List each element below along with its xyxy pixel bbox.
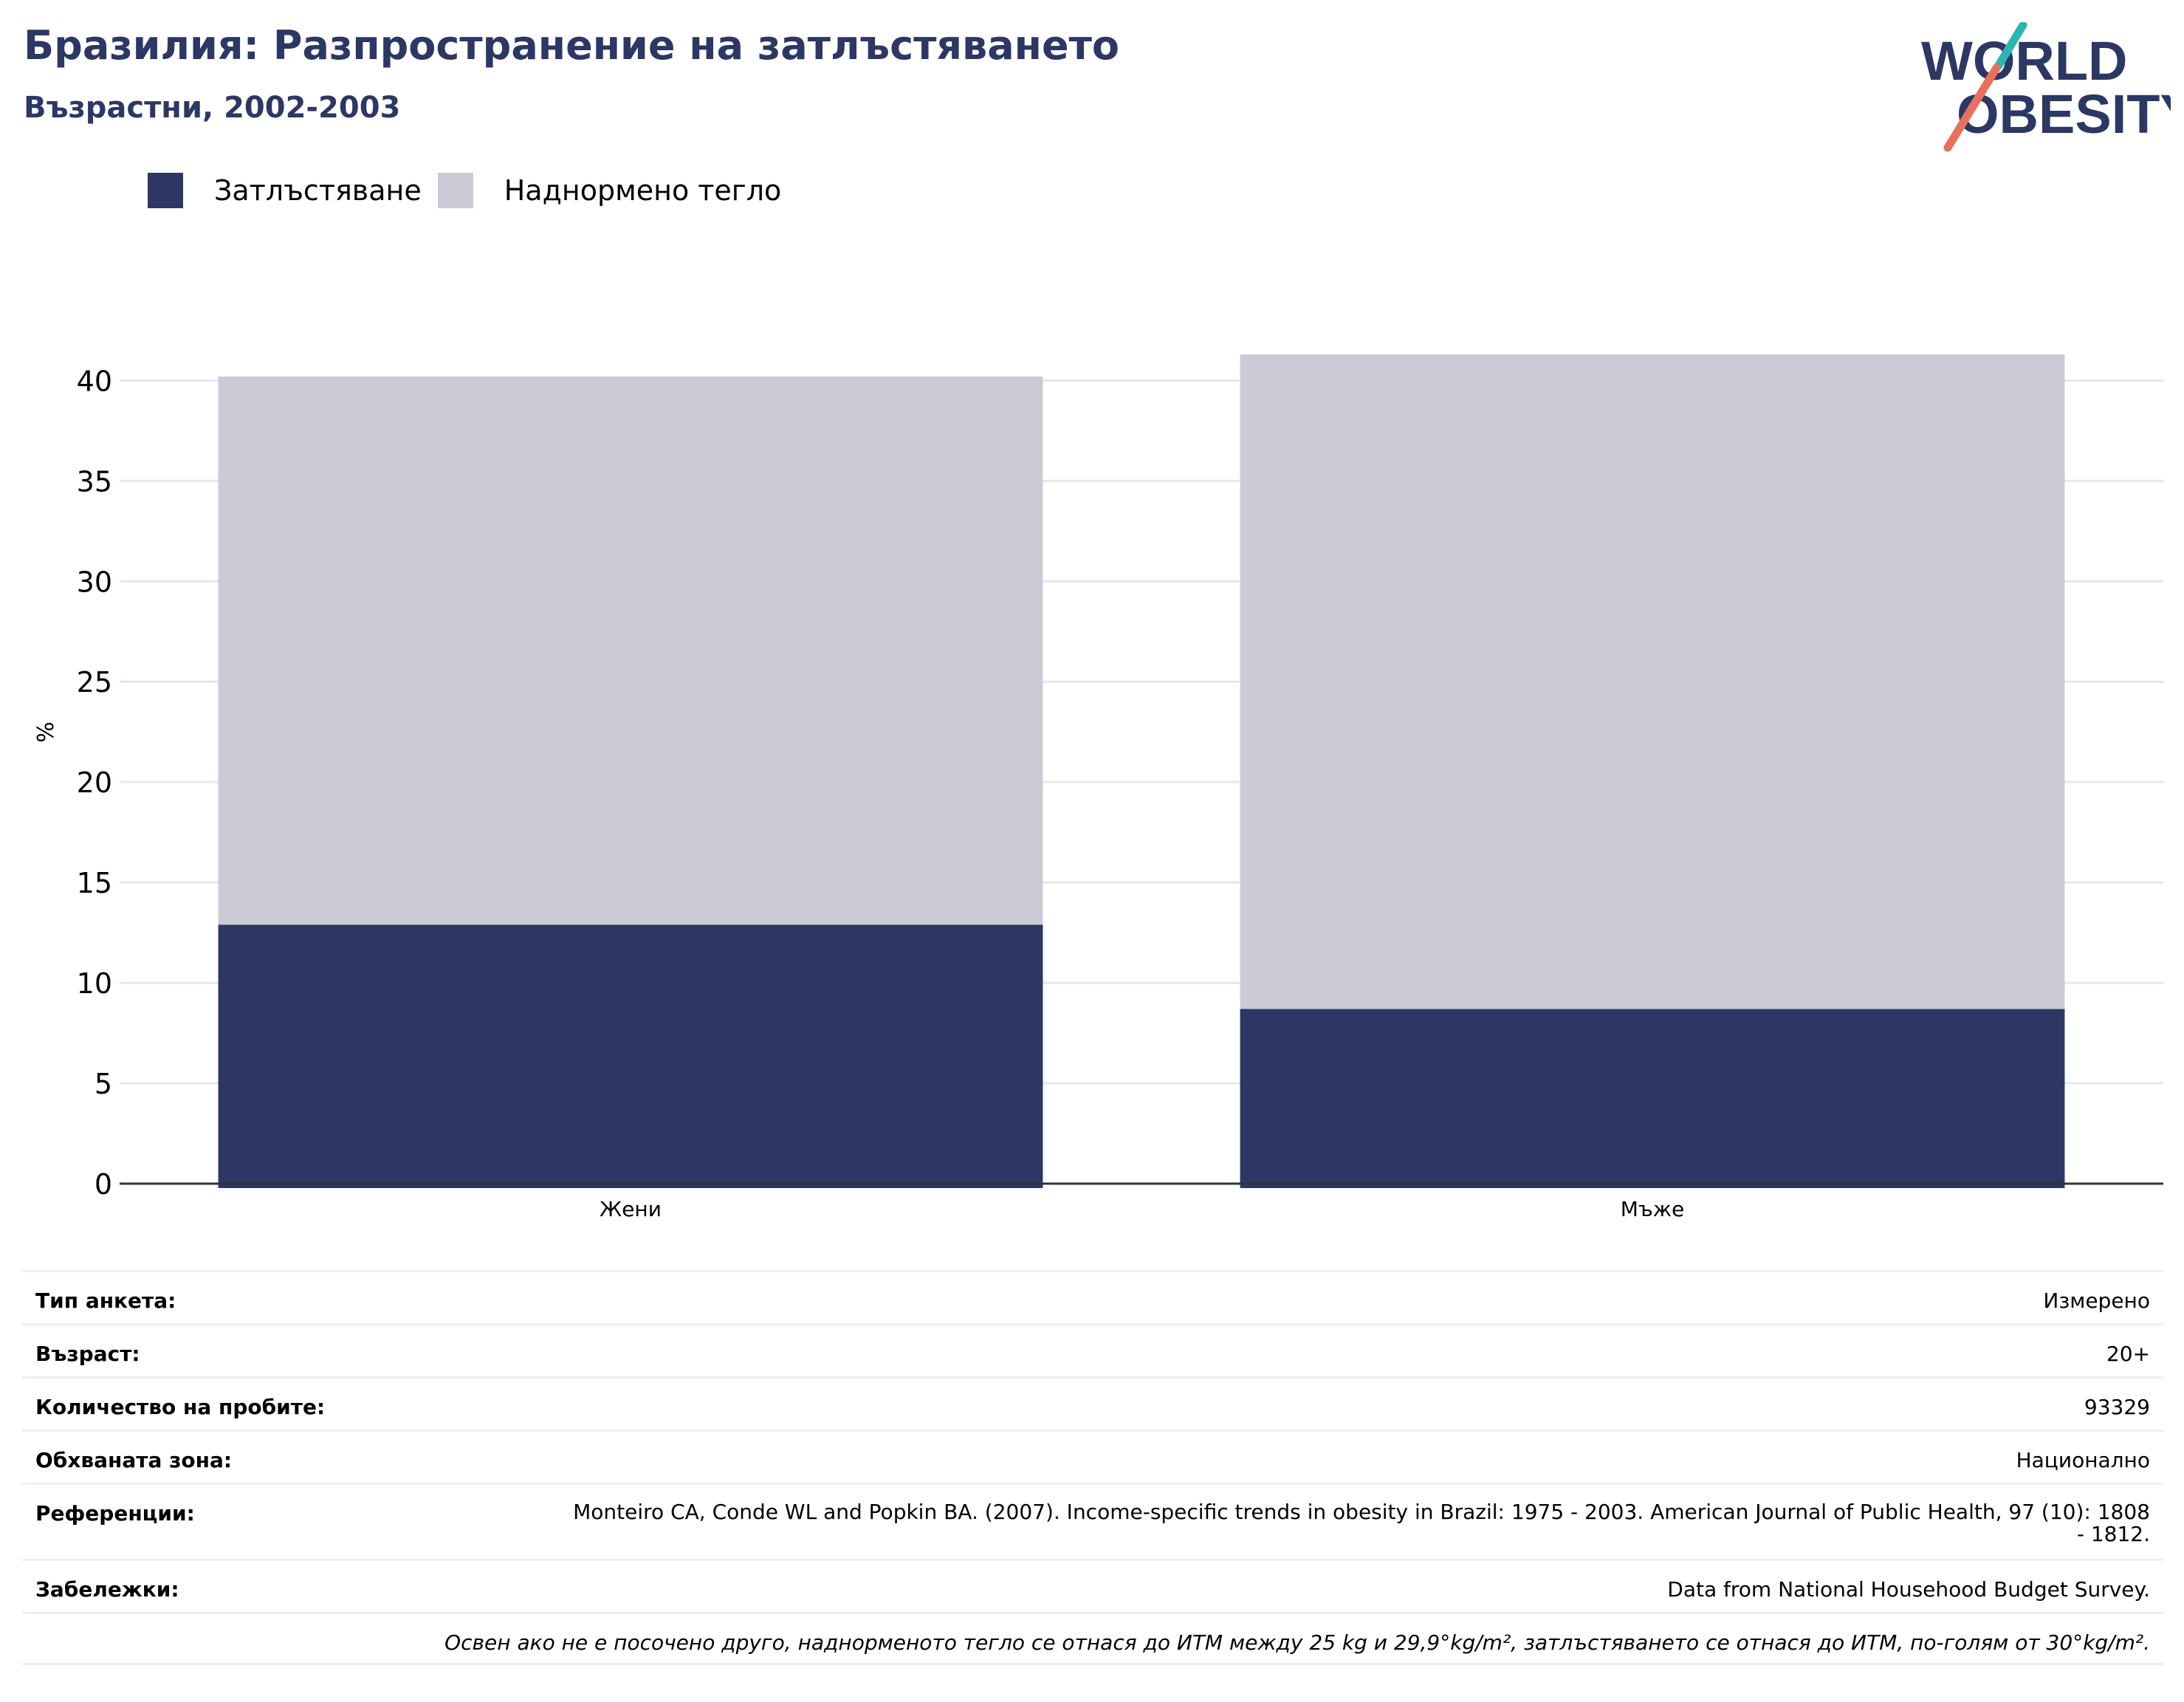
logo-slash-coral-icon [1943,64,2001,152]
bar-obesity-1 [1240,1009,2065,1188]
legend-label-overweight: Наднормено тегло [504,174,782,207]
info-label: Референции: [35,1501,195,1526]
info-row-age: Възраст: 20+ [22,1323,2163,1376]
info-value: 93329 [2084,1395,2150,1419]
bar-overweight-0 [218,376,1043,925]
info-label: Тип анкета: [35,1288,176,1313]
legend-label-obesity: Затлъстяване [214,174,422,207]
y-tick-label: 25 [77,666,112,699]
info-label: Забележки: [35,1577,179,1602]
y-tick-label: 30 [77,566,112,598]
y-tick-label: 35 [77,465,112,498]
y-tick-label: 5 [95,1068,112,1100]
x-tick-label: Мъже [1621,1197,1684,1221]
chart-subtitle: Възрастни, 2002-2003 [24,91,401,125]
info-row-references: Референции: Monteiro CA, Conde WL and Po… [22,1483,2163,1559]
chart-title: Бразилия: Разпространение на затлъстяван… [24,22,1119,69]
bar-obesity-0 [218,924,1043,1188]
legend-item-overweight[interactable]: Наднормено тегло [437,173,782,208]
info-footnote: Освен ако не е посочено друго, наднормен… [444,1630,2150,1655]
legend-item-obesity[interactable]: Затлъстяване [148,173,422,208]
info-row-sample-size: Количество на пробите: 93329 [22,1376,2163,1430]
logo-slash-teal-icon [1994,22,2027,71]
bar-overweight-1 [1240,354,2065,1009]
logo-line1: WORLD [1921,30,2128,92]
legend-swatch-overweight [437,173,473,208]
y-tick-label: 10 [77,967,112,1000]
survey-info-table: Тип анкета: Измерено Възраст: 20+ Количе… [22,1270,2163,1665]
info-value: Измерено [2043,1288,2150,1313]
y-tick-label: 15 [77,867,112,899]
info-value: 20+ [2106,1342,2150,1366]
info-row-notes: Забележки: Data from National Househood … [22,1559,2163,1612]
y-axis-label: % [33,721,59,743]
info-row-survey-type: Тип анкета: Измерено [22,1270,2163,1323]
info-row-footnote: Освен ако не е посочено друго, наднормен… [22,1612,2163,1665]
info-label: Възраст: [35,1342,140,1366]
info-label: Количество на пробите: [35,1395,326,1419]
world-obesity-logo: WORLD OBESITY [1921,22,2171,152]
info-label: Обхваната зона: [35,1448,233,1472]
y-tick-label: 0 [95,1168,112,1201]
legend-swatch-obesity [148,173,183,208]
chart-legend: Затлъстяване Наднормено тегло [148,171,797,210]
info-value: Data from National Househood Budget Surv… [1667,1577,2150,1602]
info-row-area: Обхваната зона: Национално [22,1430,2163,1483]
info-value: Национално [2016,1448,2150,1472]
logo-line2: OBESITY [1957,83,2171,145]
x-tick-label: Жени [600,1197,662,1221]
stacked-bar-chart: 0 5 10 15 20 25 30 35 40% Жени Мъже [33,354,2163,1221]
y-tick-label: 20 [77,766,112,799]
y-tick-label: 40 [77,365,112,397]
info-value: Monteiro CA, Conde WL and Popkin BA. (20… [573,1500,2150,1546]
